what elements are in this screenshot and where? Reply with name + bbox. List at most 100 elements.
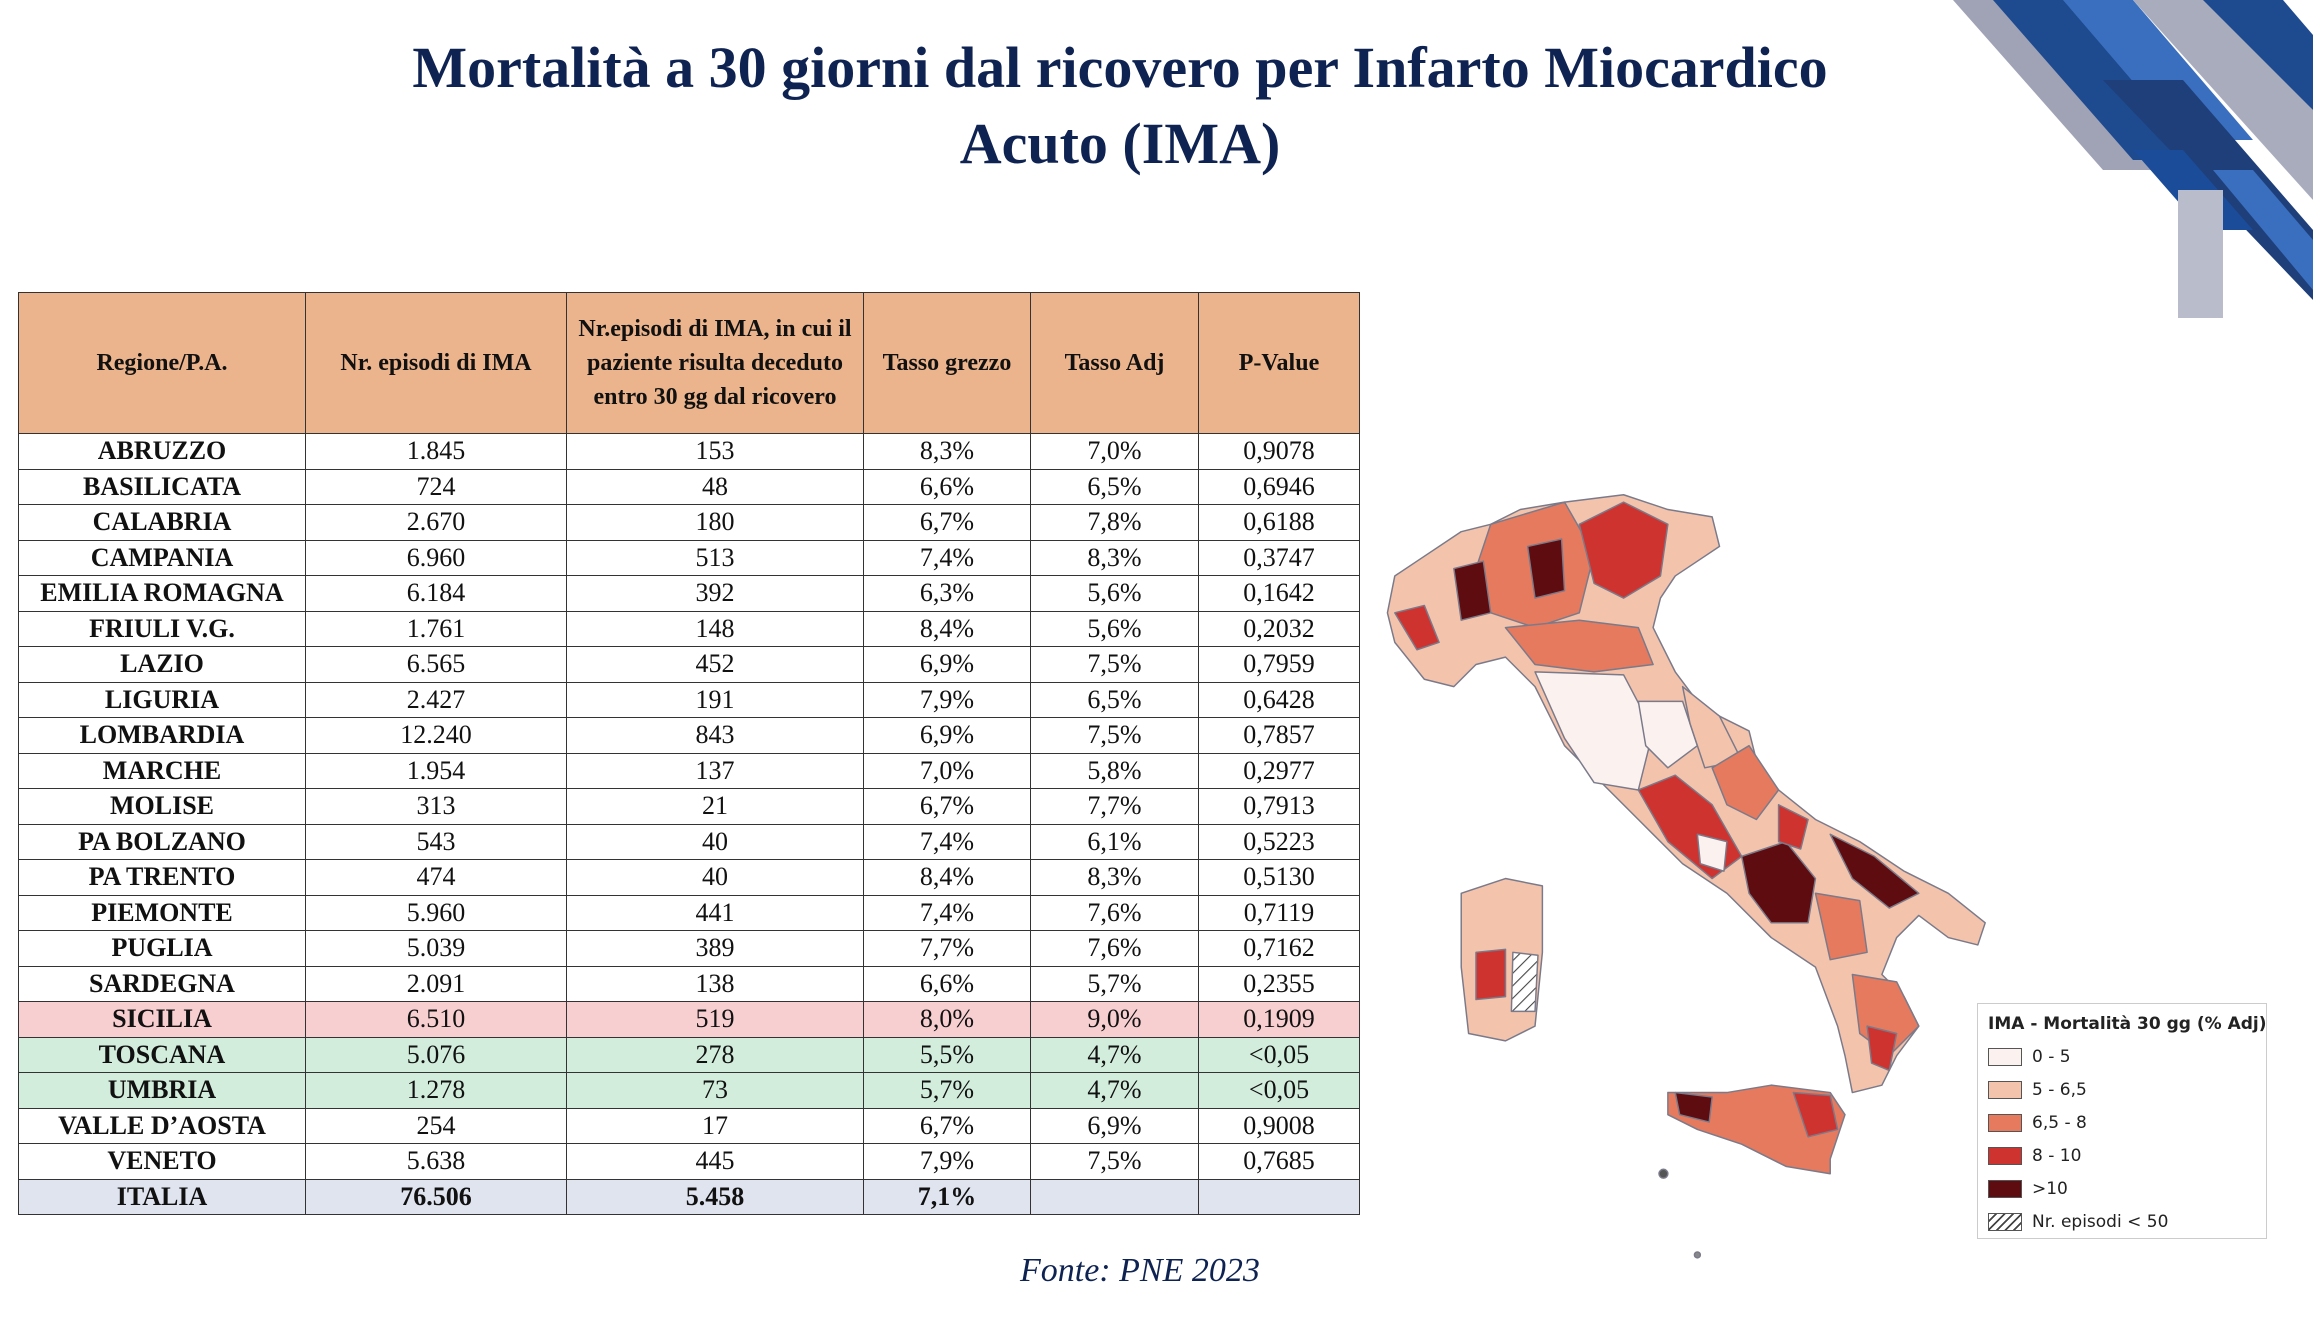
mortality-table: Regione/P.A. Nr. episodi di IMA Nr.episodi… (18, 292, 1360, 1215)
legend-label: Nr. episodi < 50 (2032, 1211, 2169, 1232)
cell-deaths: 153 (566, 433, 864, 470)
map-legend: IMA - Mortalità 30 gg (% Adj) 0 - 5 5 - 6… (1977, 1003, 2267, 1239)
cell-p: 0,6428 (1198, 681, 1360, 718)
map-region-piemonte-west (1394, 604, 1440, 651)
cell-deaths: 389 (566, 930, 864, 967)
cell-adj: 6,9% (1030, 1107, 1199, 1144)
cell-p: <0,05 (1198, 1036, 1360, 1073)
title-line-1: Mortalità a 30 giorni dal ricovero per I… (412, 35, 1828, 100)
table-row: LIGURIA 2.427 191 7,9% 6,5% 0,6428 (18, 681, 1360, 718)
cell-p: 0,1909 (1198, 1001, 1360, 1038)
cell-region: CAMPANIA (18, 539, 306, 576)
cell-crude: 8,3% (863, 433, 1031, 470)
map-region-emilia (1504, 619, 1654, 673)
table-row: PA BOLZANO 543 40 7,4% 6,1% 0,5223 (18, 823, 1360, 860)
cell-p: 0,9078 (1198, 433, 1360, 470)
cell-region: PA BOLZANO (18, 823, 306, 860)
table-total-row: ITALIA 76.506 5.458 7,1% (18, 1178, 1360, 1215)
legend-label: 6,5 - 8 (2032, 1112, 2087, 1133)
cell-crude: 6,7% (863, 788, 1031, 825)
cell-p: 0,6946 (1198, 468, 1360, 505)
map-region-puglia (1829, 833, 1920, 909)
column-header: Nr. episodi di IMA (305, 292, 567, 434)
cell-episodes: 1.954 (305, 752, 567, 789)
legend-item: Nr. episodi < 50 (1988, 1205, 2256, 1238)
table-row: MARCHE 1.954 137 7,0% 5,8% 0,2977 (18, 752, 1360, 789)
cell-adj (1030, 1178, 1199, 1215)
table-row: BASILICATA 724 48 6,6% 6,5% 0,6946 (18, 468, 1360, 505)
cell-deaths: 180 (566, 504, 864, 541)
table-row: ABRUZZO 1.845 153 8,3% 7,0% 0,9078 (18, 433, 1360, 470)
legend-swatch (1988, 1080, 2022, 1099)
table-row: UMBRIA 1.278 73 5,7% 4,7% <0,05 (18, 1072, 1360, 1109)
cell-region: MOLISE (18, 788, 306, 825)
cell-crude: 7,0% (863, 752, 1031, 789)
map-sardegna-red (1475, 948, 1507, 1001)
cell-region: VENETO (18, 1143, 306, 1180)
table-row: PA TRENTO 474 40 8,4% 8,3% 0,5130 (18, 859, 1360, 896)
cell-episodes: 6.510 (305, 1001, 567, 1038)
cell-deaths: 519 (566, 1001, 864, 1038)
cell-deaths: 392 (566, 575, 864, 612)
legend-swatch (1988, 1212, 2022, 1231)
cell-deaths: 17 (566, 1107, 864, 1144)
map-region-umbria (1637, 700, 1699, 769)
legend-swatch (1988, 1047, 2022, 1066)
legend-swatch (1988, 1113, 2022, 1132)
cell-adj: 5,6% (1030, 610, 1199, 647)
column-header: Tasso Adj (1030, 292, 1199, 434)
cell-adj: 4,7% (1030, 1036, 1199, 1073)
cell-p: 0,2355 (1198, 965, 1360, 1002)
map-sicilia-dark (1674, 1091, 1713, 1123)
cell-deaths: 278 (566, 1036, 864, 1073)
cell-episodes: 6.184 (305, 575, 567, 612)
cell-crude: 5,7% (863, 1072, 1031, 1109)
map-region-basilicata (1814, 892, 1868, 961)
cell-region: UMBRIA (18, 1072, 306, 1109)
cell-region: FRIULI V.G. (18, 610, 306, 647)
cell-episodes: 12.240 (305, 717, 567, 754)
cell-p: 0,7685 (1198, 1143, 1360, 1180)
cell-crude: 5,5% (863, 1036, 1031, 1073)
column-header: Nr.episodi di IMA, in cui il paziente ri… (566, 292, 864, 434)
cell-adj: 9,0% (1030, 1001, 1199, 1038)
legend-label: 8 - 10 (2032, 1145, 2082, 1166)
cell-p: 0,7959 (1198, 646, 1360, 683)
cell-adj: 4,7% (1030, 1072, 1199, 1109)
cell-adj: 7,5% (1030, 1143, 1199, 1180)
table-row: VENETO 5.638 445 7,9% 7,5% 0,7685 (18, 1143, 1360, 1180)
cell-deaths: 843 (566, 717, 864, 754)
cell-deaths: 48 (566, 468, 864, 505)
table-header-row: Regione/P.A. Nr. episodi di IMA Nr.episodi… (18, 292, 1360, 434)
cell-region: SICILIA (18, 1001, 306, 1038)
cell-region: BASILICATA (18, 468, 306, 505)
map-region-piemonte-dark (1453, 560, 1492, 621)
title-line-2: Acuto (IMA) (959, 111, 1281, 176)
cell-adj: 6,5% (1030, 681, 1199, 718)
table-row: PIEMONTE 5.960 441 7,4% 7,6% 0,7119 (18, 894, 1360, 931)
cell-deaths: 445 (566, 1143, 864, 1180)
cell-p: 0,5130 (1198, 859, 1360, 896)
cell-episodes: 5.039 (305, 930, 567, 967)
cell-episodes: 2.091 (305, 965, 567, 1002)
cell-deaths: 5.458 (566, 1178, 864, 1215)
cell-crude: 8,4% (863, 610, 1031, 647)
cell-p: 0,7913 (1198, 788, 1360, 825)
map-sicilia-red (1792, 1091, 1839, 1138)
table-row: EMILIA ROMAGNA 6.184 392 6,3% 5,6% 0,1642 (18, 575, 1360, 612)
table-row: FRIULI V.G. 1.761 148 8,4% 5,6% 0,2032 (18, 610, 1360, 647)
cell-region: LAZIO (18, 646, 306, 683)
cell-deaths: 138 (566, 965, 864, 1002)
cell-crude: 6,7% (863, 504, 1031, 541)
table-row: MOLISE 313 21 6,7% 7,7% 0,7913 (18, 788, 1360, 825)
legend-title: IMA - Mortalità 30 gg (% Adj) (1988, 1014, 2267, 1034)
cell-crude: 7,9% (863, 1143, 1031, 1180)
cell-p (1198, 1178, 1360, 1215)
page-title: Mortalità a 30 giorni dal ricovero per I… (240, 30, 2000, 182)
legend-item: 6,5 - 8 (1988, 1106, 2256, 1139)
cell-adj: 7,0% (1030, 433, 1199, 470)
cell-episodes: 1.845 (305, 433, 567, 470)
cell-adj: 7,5% (1030, 717, 1199, 754)
cell-p: 0,9008 (1198, 1107, 1360, 1144)
cell-crude: 7,4% (863, 823, 1031, 860)
